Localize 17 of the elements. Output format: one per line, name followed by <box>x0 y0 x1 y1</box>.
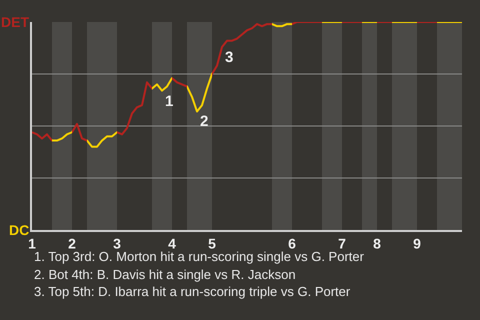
x-tick-label: 4 <box>168 236 176 252</box>
x-tick-label: 7 <box>338 236 346 252</box>
annotation: 2 <box>200 113 208 130</box>
x-tick-label: 6 <box>288 236 296 252</box>
text: DC <box>9 222 30 238</box>
x-tick-label: 9 <box>413 236 422 252</box>
x-tick-label: 5 <box>208 236 216 252</box>
x-tick-label: 2 <box>68 236 76 252</box>
annotation: 1 <box>165 93 174 110</box>
text: 2. Bot 4th: B. Davis hit a single vs R. Jackson <box>34 267 296 282</box>
text: 1. Top 3rd: O. Morton hit a run-scoring single vs G. Porter <box>34 249 365 264</box>
x-tick-label: 1 <box>28 236 36 252</box>
text: DET <box>1 14 30 30</box>
x-tick-label: 8 <box>373 236 382 252</box>
text: 3. Top 5th: D. Ibarra hit a run-scoring triple vs G. Porter <box>34 284 351 299</box>
annotation: 3 <box>225 49 234 66</box>
x-tick-label: 3 <box>113 236 122 252</box>
